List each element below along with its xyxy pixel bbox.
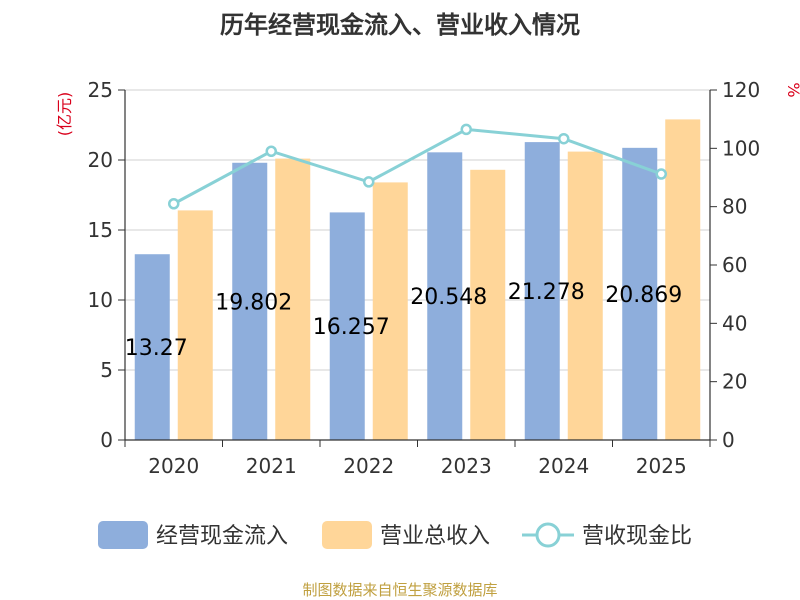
ratio-point-2024	[558, 132, 570, 145]
data-label-cash-2020: 13.27	[125, 336, 188, 361]
legend-swatch-cash	[98, 521, 148, 549]
left-axis-unit: (亿元)	[55, 92, 74, 137]
grid-lines	[125, 89, 710, 371]
right-axis-unit: %	[784, 82, 800, 97]
bar-labels: 13.27 19.802 16.257 20.548 21.278 20.869	[125, 280, 682, 361]
bar-revenue-2024	[567, 151, 603, 440]
data-label-cash-2022: 16.257	[313, 315, 390, 340]
right-tick-label: 40	[722, 311, 747, 335]
chart-title: 历年经营现金流入、营业收入情况	[220, 11, 580, 39]
right-tick-label: 120	[722, 78, 760, 102]
legend-label-revenue: 营业总收入	[380, 524, 490, 549]
bar-revenue-2025	[665, 119, 701, 441]
right-tick-label: 0	[722, 428, 735, 452]
legend-label-cash: 经营现金流入	[156, 524, 288, 549]
left-tick-label: 10	[88, 288, 113, 312]
ratio-point-2022	[363, 176, 375, 188]
legend-swatch-revenue	[322, 521, 372, 549]
x-tick-label-2023: 2023	[441, 454, 492, 478]
x-tick-label-2021: 2021	[246, 454, 297, 478]
right-tick-label: 60	[722, 253, 747, 277]
source-note: 制图数据来自恒生聚源数据库	[302, 581, 497, 599]
ratio-line-path	[173, 127, 662, 206]
left-tick-label: 0	[100, 428, 113, 452]
data-label-cash-2025: 20.869	[605, 283, 682, 308]
bar-revenue-2023	[470, 169, 506, 441]
ratio-line	[168, 123, 667, 210]
ratio-point-2025	[655, 168, 667, 180]
ratio-point-2023	[460, 123, 472, 136]
right-tick-label: 80	[722, 195, 747, 219]
data-label-cash-2024: 21.278	[508, 280, 585, 305]
left-tick-label: 5	[100, 358, 113, 382]
bar-cash-2024	[524, 142, 560, 440]
ratio-point-2021	[265, 145, 277, 157]
left-tick-label: 15	[88, 218, 113, 242]
ratio-point-2020	[168, 198, 180, 210]
x-tick-label-2020: 2020	[148, 454, 199, 478]
bar-cash-2023	[427, 152, 463, 440]
bar-cash-2020	[134, 254, 170, 440]
data-label-cash-2023: 20.548	[410, 285, 487, 310]
right-tick-label: 20	[722, 370, 747, 394]
bar-revenue-2021	[275, 158, 311, 440]
bar-cash-2021	[232, 162, 268, 440]
bar-revenue-2020	[177, 210, 213, 440]
bar-cash-2025	[622, 147, 658, 441]
legend: 经营现金流入 营业总收入 营收现金比	[98, 521, 692, 549]
bar-cash-2022	[329, 212, 365, 440]
x-tick-label-2022: 2022	[343, 454, 394, 478]
x-tick-label-2024: 2024	[538, 454, 589, 478]
left-tick-label: 25	[88, 78, 113, 102]
x-tick-label-2025: 2025	[636, 454, 687, 478]
legend-swatch-ratio-marker	[535, 522, 561, 548]
left-tick-label: 20	[88, 148, 113, 172]
bars	[134, 119, 701, 441]
bar-revenue-2022	[372, 182, 408, 440]
data-label-cash-2021: 19.802	[215, 290, 292, 315]
right-tick-label: 100	[722, 136, 760, 160]
legend-label-ratio: 营收现金比	[582, 524, 692, 549]
